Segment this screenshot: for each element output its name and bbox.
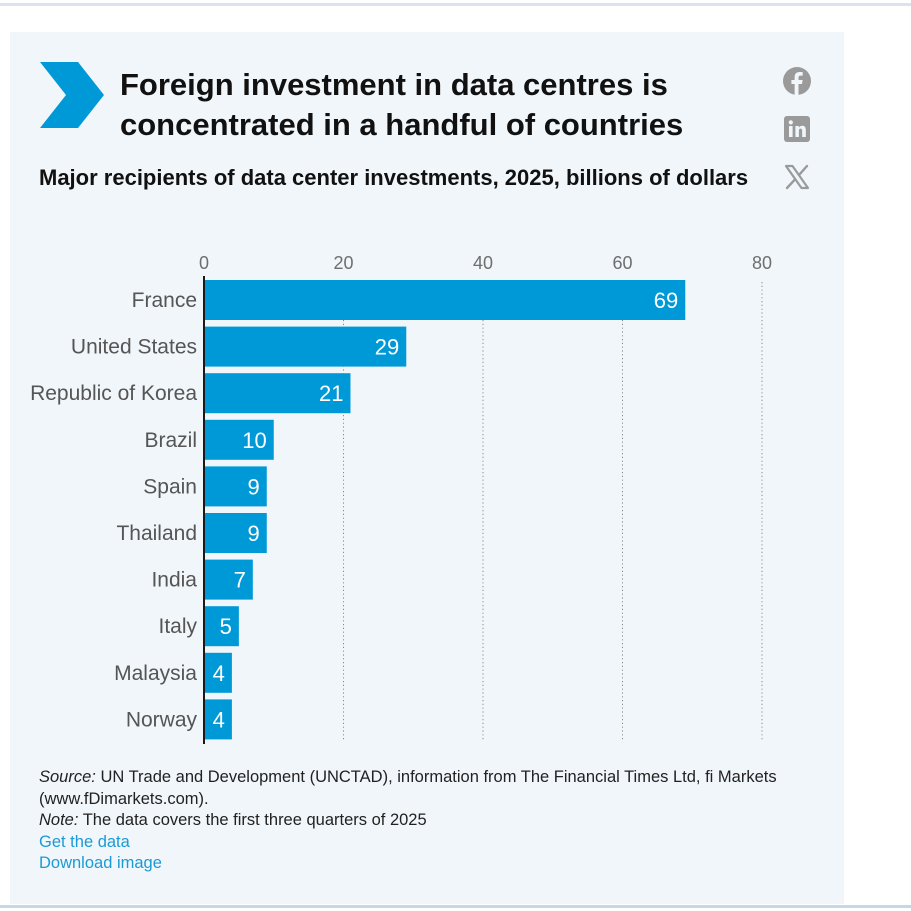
note-label: Note:: [39, 811, 79, 829]
data-label: 10: [242, 428, 266, 453]
category-label: Norway: [126, 708, 198, 731]
data-label: 29: [375, 335, 399, 360]
bar-norway: [204, 699, 232, 740]
category-label: Malaysia: [114, 662, 197, 685]
bar-chart: 0 20 40 60 80 France United States Republic of…: [30, 253, 772, 744]
bar-united-states: [204, 326, 407, 367]
bar-france: [204, 280, 686, 320]
x-tick-label: 20: [333, 253, 353, 273]
x-tick-label: 40: [473, 253, 493, 273]
bottom-divider: [0, 905, 911, 908]
bar-republic-of-korea: [204, 373, 351, 414]
top-divider: [0, 3, 911, 6]
data-label: 21: [319, 381, 343, 406]
category-label: Brazil: [144, 429, 197, 452]
bar-thailand: [204, 513, 267, 553]
category-label: Spain: [143, 475, 197, 498]
chart-bars: [204, 280, 686, 740]
data-label: 9: [248, 521, 260, 546]
x-tick-label: 60: [612, 253, 632, 273]
bar-brazil: [204, 419, 274, 460]
chart-subtitle: Major recipients of data center investme…: [39, 165, 749, 190]
x-tick-label: 80: [752, 253, 772, 273]
data-label: 69: [654, 288, 678, 313]
bar-italy: [204, 606, 239, 647]
note-line: Note: The data covers the first three qu…: [39, 810, 829, 832]
category-label: Thailand: [116, 522, 197, 545]
source-text: UN Trade and Development (UNCTAD), infor…: [95, 768, 777, 786]
chevron-logo-icon: [40, 62, 104, 128]
download-image-link[interactable]: Download image: [39, 854, 162, 872]
data-label: 9: [248, 474, 260, 499]
chart-card: Foreign investment in data centres is co…: [10, 32, 844, 904]
data-label: 5: [220, 614, 232, 639]
source-line: Source: UN Trade and Development (UNCTAD…: [39, 767, 829, 789]
bar-india: [204, 559, 253, 600]
category-label: India: [151, 569, 197, 592]
source-label: Source:: [39, 768, 96, 786]
source-url: (www.fDimarkets.com).: [39, 789, 209, 808]
facebook-icon[interactable]: [782, 66, 812, 96]
linkedin-icon[interactable]: [782, 114, 812, 144]
note-text: The data covers the first three quarters…: [78, 811, 427, 829]
category-label: France: [132, 289, 197, 312]
data-label: 4: [213, 661, 225, 686]
data-label: 4: [213, 707, 225, 732]
chart-category-labels: France United States Republic of Korea Braz…: [30, 289, 197, 731]
x-icon[interactable]: [782, 162, 812, 192]
data-label: 7: [234, 568, 246, 593]
category-label: Republic of Korea: [30, 382, 197, 405]
category-label: United States: [71, 336, 197, 359]
get-data-link[interactable]: Get the data: [39, 832, 130, 851]
x-tick-label: 0: [199, 253, 209, 273]
chart-footer: Source: UN Trade and Development (UNCTAD…: [39, 767, 829, 875]
bar-malaysia: [204, 652, 232, 693]
chart-title: Foreign investment in data centres is co…: [120, 67, 684, 142]
bar-spain: [204, 466, 267, 507]
chart-x-axis: 0 20 40 60 80: [199, 253, 772, 273]
category-label: Italy: [158, 615, 197, 638]
